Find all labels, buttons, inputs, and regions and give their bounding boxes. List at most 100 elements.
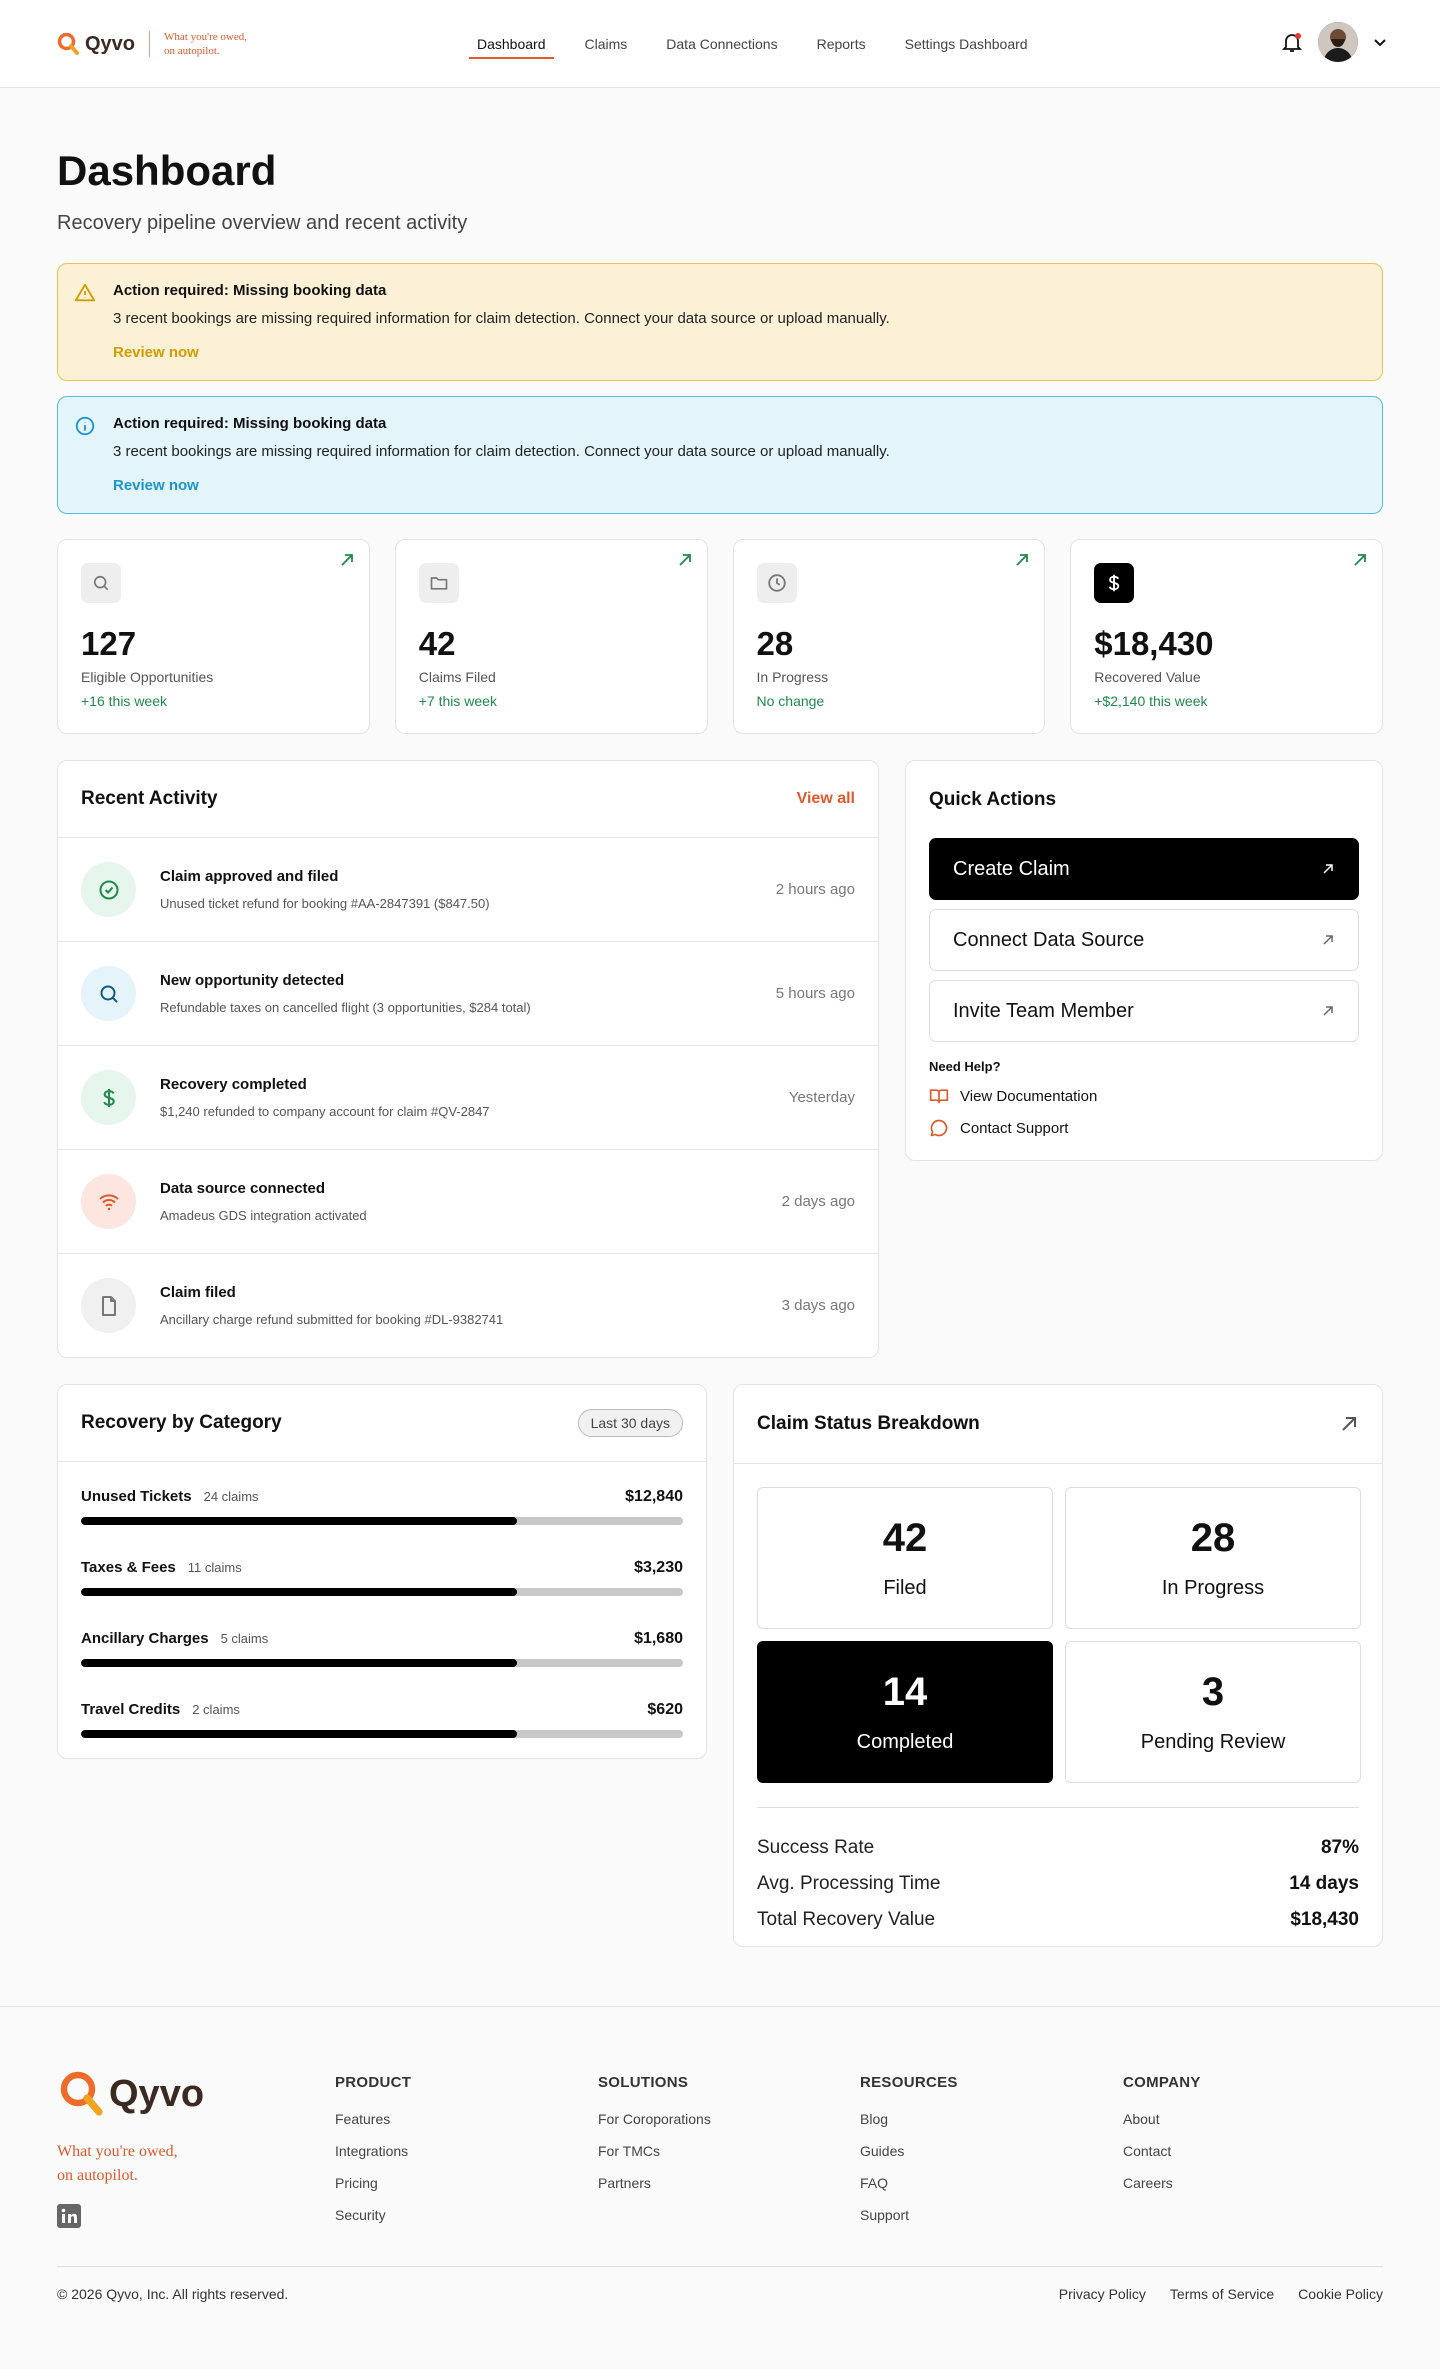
stat-icon xyxy=(1094,563,1135,603)
account-menu[interactable] xyxy=(1372,34,1388,50)
alert: Action required: Missing booking data 3 r… xyxy=(57,396,1383,514)
alert-action[interactable]: Review now xyxy=(113,477,199,494)
metric-row: Total Recovery Value $18,430 xyxy=(757,1902,1359,1938)
nav-item[interactable]: Data Connections xyxy=(666,36,778,52)
legal-links: Privacy Policy Terms of Service Cookie Pol… xyxy=(1059,2286,1383,2302)
help-icon xyxy=(929,1086,949,1106)
quick-action-button[interactable]: Create Claim xyxy=(929,838,1359,900)
legal-link[interactable]: Cookie Policy xyxy=(1298,2286,1383,2302)
metric-value: 87% xyxy=(1320,1837,1359,1858)
activity-text: Claim approved and filed Unused ticket re… xyxy=(160,868,776,911)
tile-label: Filed xyxy=(883,1577,927,1599)
footer-column: SOLUTIONS For Coroporations For TMCs Partne… xyxy=(598,2074,711,2207)
activity-item[interactable]: Claim approved and filed Unused ticket re… xyxy=(58,838,878,942)
footer-link[interactable]: About xyxy=(1123,2111,1160,2127)
stat-card: 127 Eligible Opportunities +16 this week xyxy=(57,539,370,734)
quick-action-button[interactable]: Connect Data Source xyxy=(929,909,1359,971)
footer-link[interactable]: Careers xyxy=(1123,2175,1173,2191)
status-tile[interactable]: 14 Completed xyxy=(757,1641,1053,1783)
metric-row: Avg. Processing Time 14 days xyxy=(757,1866,1359,1902)
help-link[interactable]: View Documentation xyxy=(929,1086,1359,1106)
notifications[interactable] xyxy=(1280,30,1304,54)
divider xyxy=(149,31,151,57)
logo-icon xyxy=(60,2071,103,2116)
stat-change: +7 this week xyxy=(418,693,497,709)
alert-title: Action required: Missing booking data xyxy=(113,282,387,299)
category-line: Ancillary Charges 5 claims $1,680 xyxy=(81,1630,683,1648)
alert: Action required: Missing booking data 3 r… xyxy=(57,263,1383,381)
card-title: Recovery by Category xyxy=(81,1412,282,1433)
activity-time: 2 days ago xyxy=(781,1193,855,1210)
alert-icon xyxy=(75,416,95,436)
activity-item[interactable]: Claim filed Ancillary charge refund submi… xyxy=(58,1254,878,1357)
status-tile[interactable]: 42 Filed xyxy=(757,1487,1053,1629)
category-row: Taxes & Fees 11 claims $3,230 xyxy=(58,1533,706,1604)
logo[interactable]: Qyvo What you're owed, on autopilot. xyxy=(57,30,247,58)
brand: Qyvo xyxy=(85,32,136,55)
main-content: Dashboard Recovery pipeline overview and… xyxy=(57,0,1383,1947)
footer-bottom: © 2026 Qyvo, Inc. All rights reserved. P… xyxy=(57,2266,1383,2302)
activity-time: 5 hours ago xyxy=(775,985,855,1002)
stat-icon xyxy=(756,563,797,603)
activity-time: 3 days ago xyxy=(781,1297,855,1314)
activity-icon xyxy=(81,1174,136,1229)
footer: Qyvo What you're owed, on autopilot. PROD… xyxy=(0,2006,1440,2369)
nav-item[interactable]: Settings Dashboard xyxy=(904,36,1028,52)
alert-action[interactable]: Review now xyxy=(113,344,199,361)
stat-label: In Progress xyxy=(756,669,829,685)
nav-item[interactable]: Reports xyxy=(816,36,866,52)
footer-heading: RESOURCES xyxy=(860,2074,958,2091)
activity-item[interactable]: New opportunity detected Refundable taxes… xyxy=(58,942,878,1046)
footer-link[interactable]: Pricing xyxy=(335,2175,378,2191)
footer-link[interactable]: Features xyxy=(335,2111,391,2127)
category-name: Travel Credits xyxy=(81,1701,181,1718)
legal-link[interactable]: Terms of Service xyxy=(1169,2286,1275,2302)
linkedin-link[interactable] xyxy=(57,2204,81,2228)
metric-label: Avg. Processing Time xyxy=(757,1873,941,1894)
footer-link[interactable]: Integrations xyxy=(335,2143,409,2159)
metric-row: Success Rate 87% xyxy=(757,1830,1359,1866)
expand-icon[interactable] xyxy=(1339,1414,1359,1434)
activity-text: Claim filed Ancillary charge refund submi… xyxy=(160,1284,782,1327)
footer-link[interactable]: Partners xyxy=(598,2175,651,2191)
status-tiles: 42 Filed 28 In Progress 14 Completed 3 Pending … xyxy=(734,1464,1382,1783)
footer-link[interactable]: Security xyxy=(335,2207,386,2223)
footer-brand: Qyvo xyxy=(109,2072,205,2115)
status-tile[interactable]: 28 In Progress xyxy=(1065,1487,1361,1629)
footer-link[interactable]: For Coroporations xyxy=(598,2111,711,2127)
activity-item[interactable]: Data source connected Amadeus GDS integra… xyxy=(58,1150,878,1254)
stat-change: No change xyxy=(756,693,825,709)
activity-icon xyxy=(81,1278,136,1333)
footer-link[interactable]: Support xyxy=(860,2207,910,2223)
footer-link[interactable]: For TMCs xyxy=(598,2143,660,2159)
status-tile[interactable]: 3 Pending Review xyxy=(1065,1641,1361,1783)
category-line: Unused Tickets 24 claims $12,840 xyxy=(81,1488,683,1506)
alert-message: 3 recent bookings are missing required i… xyxy=(113,310,890,327)
action-list: Create Claim Connect Data Source Invite Te… xyxy=(929,838,1359,1042)
footer-link[interactable]: Blog xyxy=(860,2111,889,2127)
footer-link[interactable]: Contact xyxy=(1123,2143,1172,2159)
help-label: View Documentation xyxy=(960,1087,1098,1105)
activity-row: Recent Activity View all Claim approved … xyxy=(57,760,1383,1358)
nav-item[interactable]: Dashboard xyxy=(469,0,553,88)
progress-fill xyxy=(81,1588,518,1596)
footer-link[interactable]: Guides xyxy=(860,2143,905,2159)
progress-track xyxy=(81,1517,683,1525)
quick-action-button[interactable]: Invite Team Member xyxy=(929,980,1359,1042)
footer-link[interactable]: FAQ xyxy=(860,2175,889,2191)
nav-item[interactable]: Claims xyxy=(584,36,628,52)
category-line: Travel Credits 2 claims $620 xyxy=(81,1701,683,1719)
footer-heading: SOLUTIONS xyxy=(598,2074,689,2091)
recovery-by-category: Recovery by Category Last 30 days Unused… xyxy=(57,1384,707,1759)
view-all-link[interactable]: View all xyxy=(796,790,855,807)
legal-link[interactable]: Privacy Policy xyxy=(1058,2286,1146,2302)
help-link[interactable]: Contact Support xyxy=(929,1118,1359,1138)
stat-change: +16 this week xyxy=(81,693,167,709)
avatar[interactable] xyxy=(1318,22,1358,62)
activity-detail: Amadeus GDS integration activated xyxy=(160,1208,367,1223)
header-actions xyxy=(1280,22,1388,62)
activity-item[interactable]: Recovery completed $1,240 refunded to com… xyxy=(58,1046,878,1150)
footer-column: COMPANY About Contact Careers xyxy=(1123,2074,1201,2207)
footer-logo: Qyvo What you're owed, on autopilot. xyxy=(57,2070,204,2233)
